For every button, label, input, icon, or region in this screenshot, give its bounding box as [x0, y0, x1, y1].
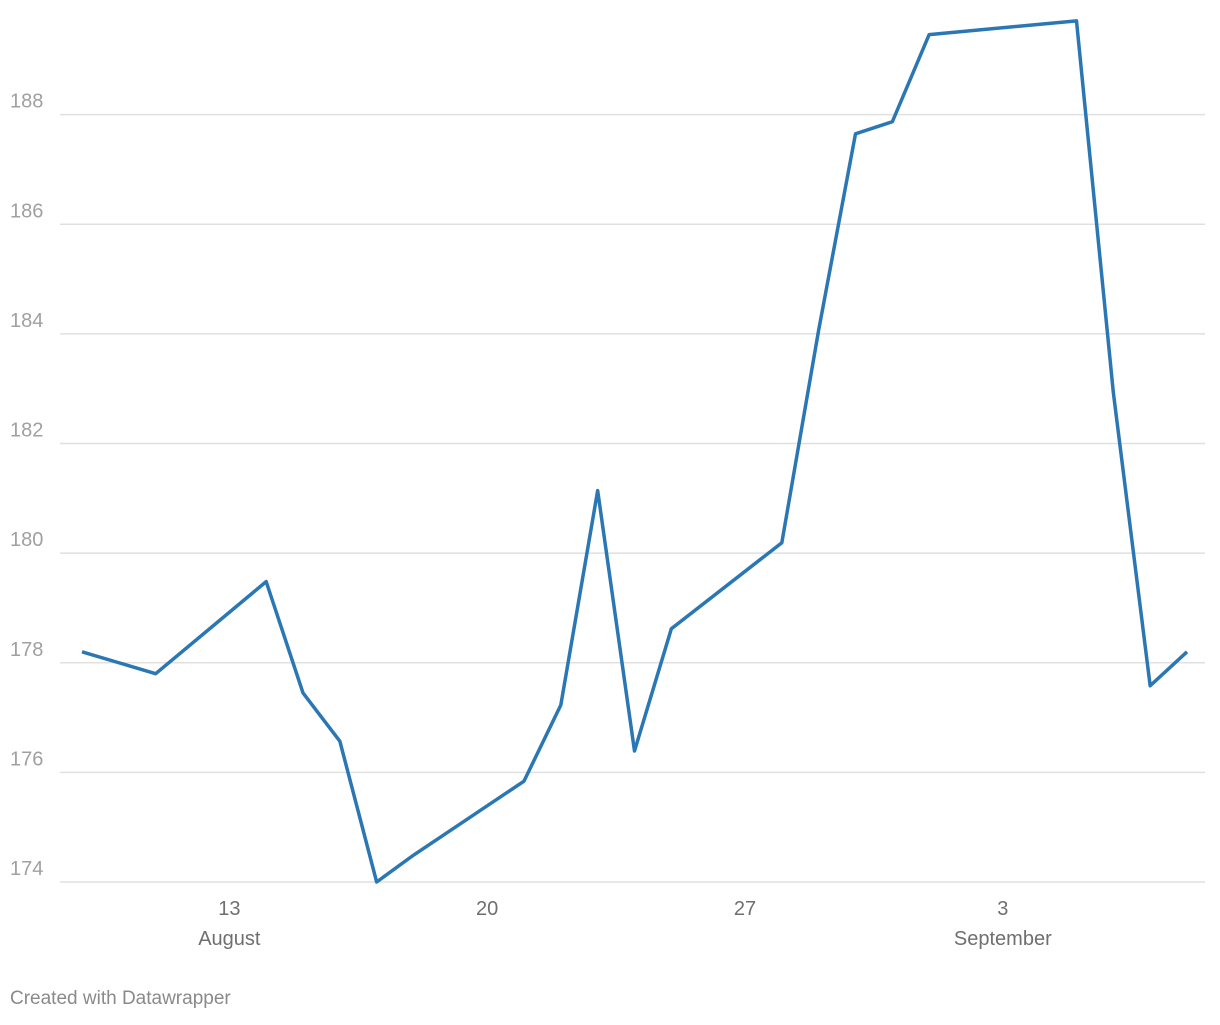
- x-tick-label: 27: [734, 898, 756, 920]
- x-month-label: September: [954, 928, 1052, 950]
- x-tick-label: 20: [476, 898, 498, 920]
- y-tick-label: 180: [10, 529, 43, 551]
- y-tick-label: 184: [10, 310, 43, 332]
- y-tick-label: 176: [10, 748, 43, 770]
- x-tick-label: 13: [218, 898, 240, 920]
- line: [81, 19, 1189, 884]
- y-tick-label: 188: [10, 91, 43, 113]
- y-tick-label: 182: [10, 420, 43, 442]
- y-tick-label: 186: [10, 200, 43, 222]
- y-tick-label: 174: [10, 858, 43, 880]
- x-month-label: August: [198, 928, 261, 950]
- x-tick-label: 3: [997, 898, 1008, 920]
- footer: Created with Datawrapper: [10, 988, 231, 1009]
- y-tick-label: 178: [10, 639, 43, 661]
